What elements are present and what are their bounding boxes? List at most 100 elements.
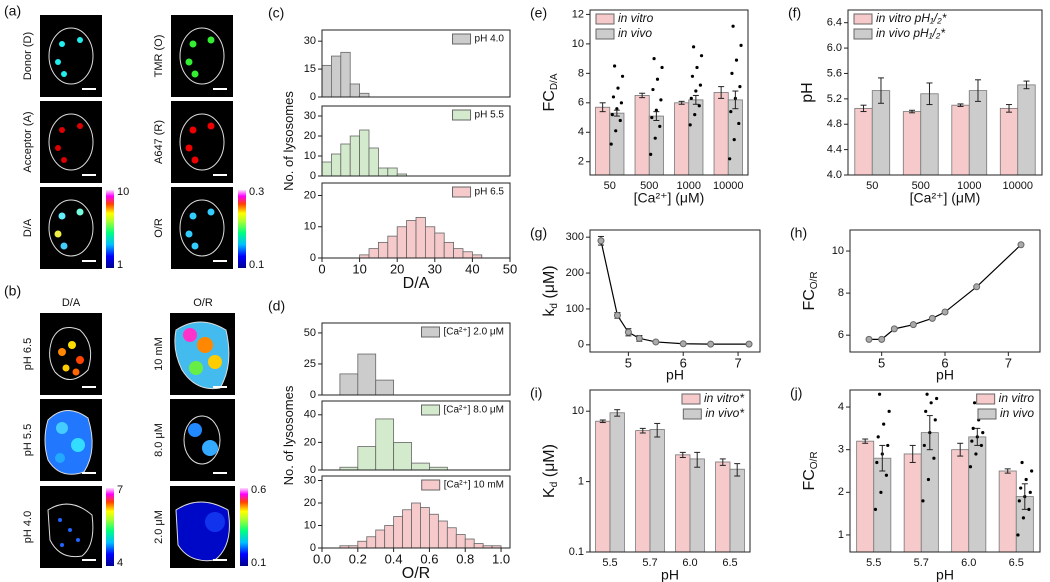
data-point — [707, 340, 715, 348]
x-axis-label: pH — [936, 567, 954, 582]
data-point — [1021, 516, 1026, 520]
y-tick-label: 20 — [304, 189, 316, 201]
data-point — [651, 87, 655, 92]
y-axis-label-sub: d — [549, 303, 560, 309]
data-point — [653, 136, 657, 140]
data-point — [739, 43, 743, 47]
data-point — [886, 443, 890, 448]
x-axis-label: pH — [661, 567, 679, 582]
legend-swatch — [681, 393, 701, 405]
y-tick-label: 0 — [310, 389, 316, 401]
data-point — [679, 340, 687, 348]
y-tick-label: 0 — [310, 252, 316, 264]
data-point — [933, 418, 937, 422]
colorbar-label: 0.6 — [251, 484, 266, 496]
histogram-bar — [406, 220, 417, 259]
x-tick-label: 5.7 — [642, 557, 657, 569]
y-tick-label: 0 — [578, 339, 584, 351]
plot-frame — [321, 182, 511, 259]
x-tick-label: 6 — [941, 355, 948, 370]
plot-frame — [589, 389, 751, 553]
data-point — [610, 112, 614, 117]
histogram-bar — [415, 216, 426, 259]
x-tick-label: 500 — [912, 180, 930, 192]
data-point — [624, 328, 632, 336]
data-point — [697, 104, 701, 108]
x-tick-label: 1000 — [677, 180, 701, 192]
histogram-bar — [330, 153, 342, 177]
data-point — [971, 426, 975, 430]
x-axis-label: pH — [936, 367, 954, 383]
bar — [902, 111, 922, 176]
data-point — [928, 314, 936, 322]
bar — [649, 429, 665, 553]
y-axis-label: No. of lysosomes — [281, 385, 296, 485]
y-axis-label-main: K — [541, 487, 558, 498]
x-tick-label: 1000 — [957, 180, 981, 192]
y-tick-label: 300 — [566, 231, 584, 243]
histogram-bar — [357, 446, 377, 471]
histogram-bar — [393, 516, 403, 549]
data-point — [652, 57, 656, 61]
legend-swatch — [853, 28, 873, 40]
bar — [873, 457, 892, 553]
data-point — [1030, 469, 1034, 473]
histogram-bar — [340, 143, 351, 177]
image-label: A647 (R) — [153, 120, 165, 164]
data-point — [745, 340, 753, 348]
bar — [688, 99, 704, 176]
y-tick-label: 6 — [578, 97, 584, 109]
plot-frame — [589, 9, 749, 176]
data-point — [635, 334, 643, 342]
plot-frame — [849, 229, 1041, 353]
y-axis-label-main: FC — [541, 90, 558, 111]
x-tick-label: 10 — [352, 261, 366, 276]
y-tick-label: 20 — [304, 436, 316, 448]
fit-line — [600, 240, 750, 345]
data-point — [730, 71, 734, 75]
histogram-bar — [330, 55, 342, 98]
panel-label: (f) — [788, 5, 801, 21]
plot-frame — [321, 475, 511, 549]
y-tick-label: 8 — [838, 287, 844, 299]
data-point — [921, 499, 925, 503]
colorbar-label: 0.3 — [249, 186, 264, 198]
y-tick-label: 1 — [838, 529, 844, 541]
y-axis-label: No. of lysosomes — [281, 91, 296, 191]
column-label: D/A — [62, 297, 81, 309]
data-point — [731, 24, 735, 28]
y-tick-label: 15 — [304, 63, 316, 75]
data-point — [732, 138, 736, 142]
bar — [635, 430, 651, 553]
histogram-bar — [424, 226, 436, 259]
bar — [689, 458, 705, 553]
bar — [715, 461, 731, 553]
data-point — [879, 490, 883, 494]
data-point — [1017, 499, 1021, 503]
x-axis-label: D/A — [403, 275, 430, 292]
histogram-bar — [434, 232, 445, 259]
bar — [729, 468, 745, 553]
histogram-bar — [437, 520, 448, 549]
y-axis-label-main: k — [541, 308, 558, 317]
legend-label: [Ca²⁺] 8.0 μM — [444, 405, 505, 416]
legend-swatch — [595, 13, 615, 25]
data-point — [882, 422, 886, 426]
x-tick-label: 0.8 — [456, 551, 474, 566]
data-point — [649, 152, 653, 156]
histogram-bar — [368, 248, 379, 259]
histogram-bar — [446, 527, 457, 549]
x-tick-label: 50 — [503, 261, 517, 276]
x-tick-label: 6.0 — [961, 557, 976, 569]
legend-swatch — [452, 109, 472, 121]
histogram-bar — [384, 525, 395, 549]
data-point — [924, 409, 928, 413]
x-tick-label: 50 — [604, 180, 616, 192]
data-point — [926, 477, 931, 482]
data-point — [935, 396, 939, 401]
x-tick-label: 5 — [625, 355, 632, 370]
data-point — [734, 58, 739, 62]
histogram-bar — [402, 509, 412, 549]
data-point — [615, 107, 619, 111]
